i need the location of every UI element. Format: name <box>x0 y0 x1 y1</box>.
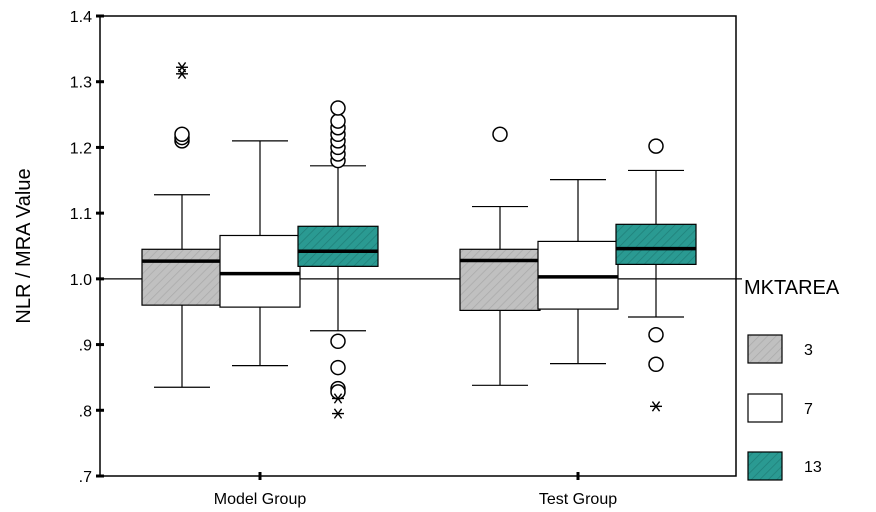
x-tick-label: Model Group <box>214 491 307 508</box>
x-tick-label: Test Group <box>539 491 617 508</box>
y-tick-label: .8 <box>79 403 92 420</box>
plot-frame <box>99 15 737 477</box>
legend-swatch-7 <box>747 393 783 423</box>
y-tick-label: 1.4 <box>70 9 92 26</box>
box-13-model <box>297 100 379 419</box>
box-13-test <box>615 138 697 412</box>
y-tick-label: .7 <box>79 469 92 486</box>
extreme-point <box>176 68 188 80</box>
extreme-stroke <box>333 393 343 404</box>
outlier-point <box>174 126 190 143</box>
outlier-point <box>330 384 346 400</box>
iqr-box <box>141 248 223 306</box>
box-3-model <box>141 62 223 388</box>
box-7-test <box>537 179 619 365</box>
extreme-stroke <box>333 408 343 419</box>
legend-title: MKTAREA <box>744 277 840 299</box>
legend: MKTAREA 3 7 13 <box>744 277 840 481</box>
iqr-box <box>615 223 697 265</box>
iqr-box <box>297 225 379 267</box>
outlier-point <box>648 356 664 373</box>
y-axis-title: NLR / MRA Value <box>13 168 35 323</box>
y-tick-label: 1.3 <box>70 75 92 92</box>
y-tick-label: 1.0 <box>70 272 92 289</box>
iqr-box <box>219 234 301 308</box>
outlier-point <box>330 359 346 376</box>
outlier-point <box>330 113 346 129</box>
extreme-stroke <box>651 401 661 412</box>
extreme-point <box>176 62 188 73</box>
extreme-stroke <box>177 62 187 73</box>
y-tick-label: 1.1 <box>70 206 92 223</box>
y-tick-label: .9 <box>79 338 92 355</box>
outlier-point <box>492 126 508 143</box>
outlier-point <box>648 138 664 154</box>
outlier-point <box>648 326 664 343</box>
outlier-point <box>330 333 346 350</box>
extreme-point <box>332 393 344 404</box>
legend-label-7: 7 <box>804 401 813 418</box>
legend-swatch-13 <box>747 451 783 481</box>
box-3-test <box>459 126 541 386</box>
legend-swatch-3 <box>747 334 783 364</box>
extreme-point <box>332 408 344 419</box>
legend-label-3: 3 <box>804 342 813 359</box>
box-7-model <box>219 140 301 367</box>
legend-label-13: 13 <box>804 459 822 476</box>
y-tick-label: 1.2 <box>70 140 92 157</box>
iqr-box <box>459 248 541 312</box>
outlier-point <box>330 100 346 116</box>
extreme-point <box>650 401 662 412</box>
